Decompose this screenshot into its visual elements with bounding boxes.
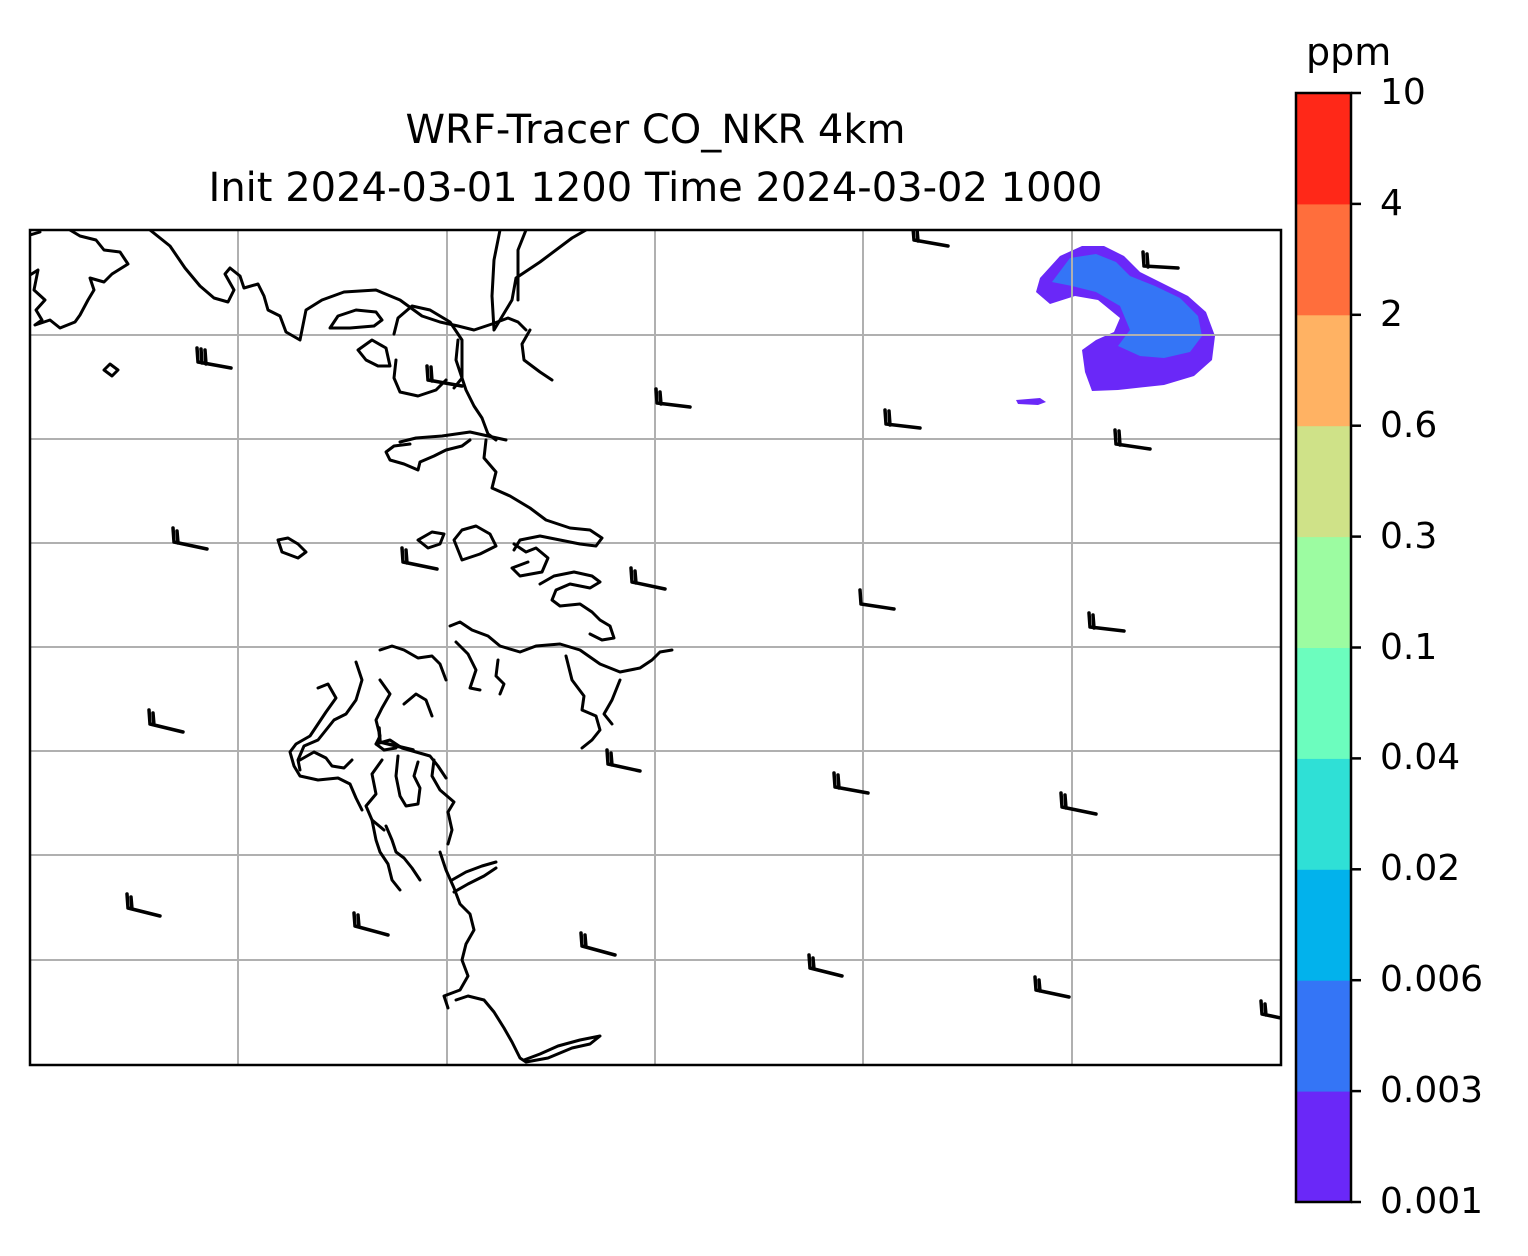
colorbar-tick-label: 0.02	[1380, 848, 1461, 890]
colorbar-segment	[1296, 93, 1351, 205]
map-frame	[28, 228, 1283, 1067]
plume-fragment	[1016, 398, 1046, 405]
colorbar-tick-label: 0.6	[1380, 404, 1438, 446]
colorbar-tick-label: 0.04	[1380, 737, 1461, 779]
coastlines	[30, 230, 674, 1064]
colorbar-segment	[1296, 869, 1351, 981]
colorbar-tick-label: 0.001	[1380, 1181, 1484, 1222]
colorbar-segment	[1296, 980, 1351, 1092]
colorbar-segment	[1296, 314, 1351, 427]
wind-barbs	[125, 230, 1281, 1020]
map-title-line-2: Init 2024-03-01 1200 Time 2024-03-02 100…	[208, 165, 1103, 211]
tracer-plume	[1016, 246, 1215, 405]
colorbar-segment	[1296, 647, 1351, 759]
colorbar-segment	[1296, 536, 1351, 648]
plume-inner	[1052, 254, 1202, 358]
map-title-line-1: WRF-Tracer CO_NKR 4km	[405, 107, 906, 153]
colorbar-segment	[1296, 758, 1351, 870]
colorbar-tick-label: 0.3	[1380, 515, 1438, 557]
map-gridlines	[30, 230, 1281, 1065]
colorbar-tick-label: 0.006	[1380, 959, 1484, 1001]
colorbar-segment	[1296, 1091, 1351, 1203]
colorbar-tick-label: 10	[1380, 72, 1426, 113]
colorbar-units-label: ppm	[1306, 30, 1392, 74]
colorbar-segment	[1296, 203, 1351, 316]
colorbar	[1294, 91, 1361, 1204]
colorbar-tick-label: 0.1	[1380, 626, 1438, 668]
colorbar-tick-label: 4	[1380, 182, 1403, 224]
colorbar-segment	[1296, 425, 1351, 538]
colorbar-tick-label: 0.003	[1380, 1070, 1484, 1112]
colorbar-tick-label: 2	[1380, 293, 1403, 335]
